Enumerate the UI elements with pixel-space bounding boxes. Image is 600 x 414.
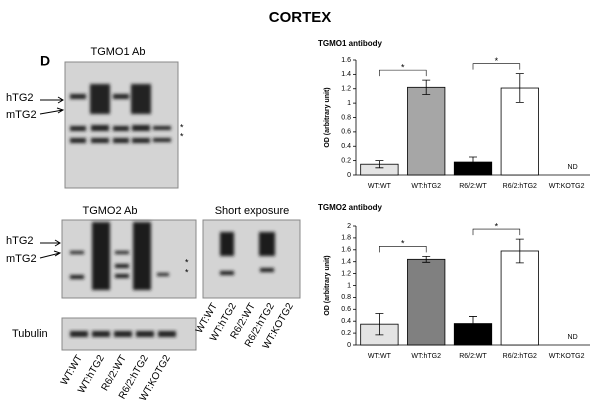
blot-label: Tubulin — [12, 328, 48, 340]
significance-bracket — [379, 69, 427, 77]
y-tick-label: 1.2 — [341, 86, 351, 93]
blot-title: TGMO2 Ab — [82, 205, 137, 217]
y-tick-label: 2 — [347, 223, 351, 230]
x-tick-label: WT:KOTG2 — [549, 353, 585, 360]
blot-tubulin — [61, 317, 197, 351]
y-tick-label: 1.6 — [341, 57, 351, 64]
error-bar — [375, 313, 384, 336]
x-tick-label: R6/2:WT — [459, 353, 487, 360]
significance-label: * — [495, 56, 499, 66]
error-bar — [515, 238, 524, 264]
bar — [407, 258, 446, 346]
significance-bracket — [379, 246, 427, 253]
y-axis-label: OD (arbitrary unit) — [324, 87, 331, 147]
asterisk: * — [180, 122, 184, 132]
blot-tgmo2 — [61, 219, 301, 299]
y-tick-label: 1 — [347, 282, 351, 289]
arrow — [39, 96, 65, 115]
band-label: mTG2 — [6, 109, 37, 121]
bar — [500, 250, 539, 346]
blot-tgmo1 — [64, 61, 179, 189]
y-tick-label: 0.4 — [341, 318, 351, 325]
panel-label: D — [40, 53, 50, 69]
error-bar — [375, 160, 384, 169]
chart-title: TGMO1 antibody — [318, 39, 383, 48]
error-bar — [422, 255, 431, 263]
y-tick-label: 0 — [347, 342, 351, 349]
band-label: hTG2 — [6, 235, 34, 247]
x-tick-label: WT:WT — [368, 183, 392, 190]
y-tick-label: 0.2 — [341, 330, 351, 337]
blot-title: Short exposure — [215, 205, 290, 217]
x-tick-label: R6/2:hTG2 — [503, 183, 537, 190]
x-tick-label: R6/2:hTG2 — [503, 353, 537, 360]
significance-label: * — [495, 221, 499, 231]
x-tick-label: WT:WT — [368, 353, 392, 360]
y-tick-label: 0.6 — [341, 129, 351, 136]
y-tick-label: 0.4 — [341, 143, 351, 150]
y-tick-label: 0.8 — [341, 114, 351, 121]
x-tick-label: WT:KOTG2 — [549, 183, 585, 190]
error-bar — [469, 156, 477, 168]
significance-label: * — [401, 63, 405, 73]
band-label: hTG2 — [6, 92, 34, 104]
asterisk: * — [185, 257, 189, 267]
x-tick-label: WT:hTG2 — [411, 353, 441, 360]
y-tick-label: 1.6 — [341, 247, 351, 254]
significance-bracket — [472, 63, 521, 70]
y-tick-label: 0.8 — [341, 294, 351, 301]
blot-title: TGMO1 Ab — [90, 46, 145, 58]
asterisk: * — [185, 267, 189, 277]
y-tick-label: 0 — [347, 172, 351, 179]
chart-title: TGMO2 antibody — [318, 203, 383, 212]
significance-bracket — [472, 228, 521, 236]
y-tick-label: 0.6 — [341, 306, 351, 313]
error-bar — [469, 316, 477, 332]
y-tick-label: 1 — [347, 100, 351, 107]
y-axis-label: OD (arbitrary unit) — [324, 255, 331, 315]
value-label: ND — [568, 164, 578, 171]
y-tick-label: 1.4 — [341, 259, 351, 266]
x-tick-label: R6/2:WT — [459, 183, 487, 190]
significance-label: * — [401, 239, 405, 249]
figure-title: CORTEX — [269, 9, 332, 26]
error-bar — [422, 79, 431, 95]
value-label: ND — [568, 334, 578, 341]
y-tick-label: 1.8 — [341, 235, 351, 242]
band-label: mTG2 — [6, 253, 37, 265]
y-tick-label: 1.4 — [341, 71, 351, 78]
error-bar — [515, 73, 524, 103]
x-tick-label: WT:hTG2 — [411, 183, 441, 190]
arrow — [39, 239, 62, 259]
bar — [407, 86, 446, 176]
y-tick-label: 1.2 — [341, 270, 351, 277]
asterisk: * — [180, 131, 184, 141]
y-tick-label: 0.2 — [341, 157, 351, 164]
